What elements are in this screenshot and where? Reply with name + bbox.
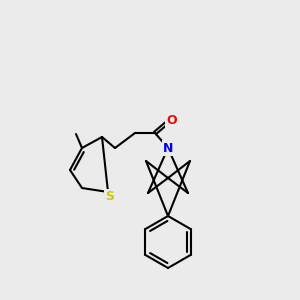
Text: O: O <box>167 115 177 128</box>
Text: N: N <box>163 142 173 154</box>
Text: S: S <box>106 190 115 203</box>
